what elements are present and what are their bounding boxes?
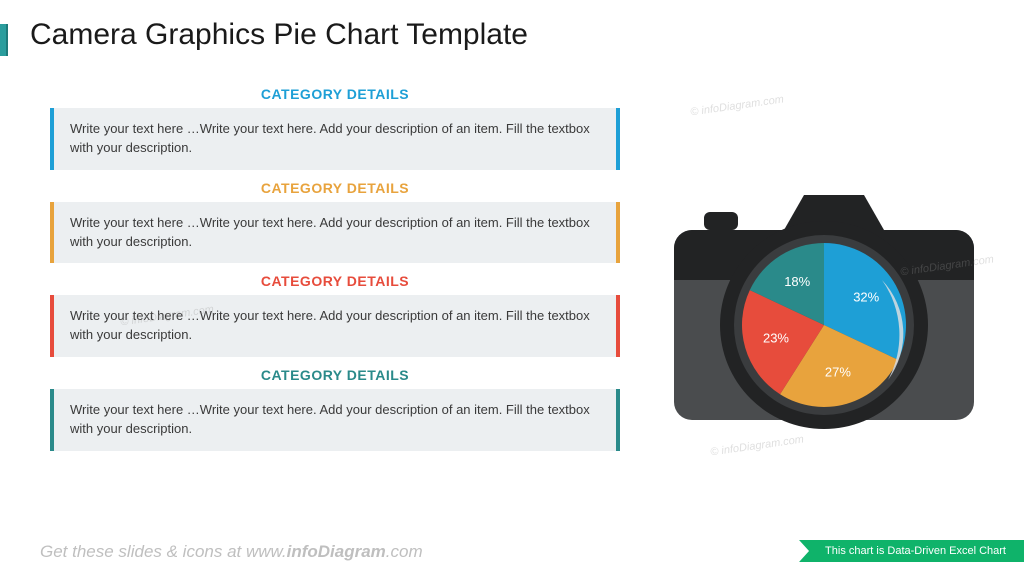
camera-graphic: 32% 27% 23% 18% (664, 140, 984, 420)
category-heading: CATEGORY DETAILS (50, 82, 620, 108)
svg-text:27%: 27% (825, 364, 851, 379)
category-list: CATEGORY DETAILSWrite your text here …Wr… (50, 82, 620, 457)
category-body: Write your text here …Write your text he… (50, 295, 620, 357)
footer-text: Get these slides & icons at www.infoDiag… (40, 542, 423, 562)
category-block-2: CATEGORY DETAILSWrite your text here …Wr… (50, 269, 620, 357)
camera-svg: 32% 27% 23% 18% (664, 140, 984, 440)
footer-prefix: Get these slides & icons at www. (40, 542, 287, 561)
category-block-3: CATEGORY DETAILSWrite your text here …Wr… (50, 363, 620, 451)
category-body: Write your text here …Write your text he… (50, 389, 620, 451)
svg-text:23%: 23% (763, 330, 789, 345)
watermark: © infoDiagram.com (690, 93, 785, 118)
category-heading: CATEGORY DETAILS (50, 363, 620, 389)
footer-bold: infoDiagram (287, 542, 386, 561)
svg-text:32%: 32% (853, 290, 879, 305)
category-block-0: CATEGORY DETAILSWrite your text here …Wr… (50, 82, 620, 170)
accent-tab (0, 24, 8, 56)
page-title: Camera Graphics Pie Chart Template (30, 18, 528, 52)
footer-suffix: .com (386, 542, 423, 561)
category-body: Write your text here …Write your text he… (50, 202, 620, 264)
ribbon-badge: This chart is Data-Driven Excel Chart (799, 540, 1024, 562)
category-heading: CATEGORY DETAILS (50, 269, 620, 295)
svg-text:18%: 18% (784, 274, 810, 289)
category-block-1: CATEGORY DETAILSWrite your text here …Wr… (50, 176, 620, 264)
category-body: Write your text here …Write your text he… (50, 108, 620, 170)
category-heading: CATEGORY DETAILS (50, 176, 620, 202)
